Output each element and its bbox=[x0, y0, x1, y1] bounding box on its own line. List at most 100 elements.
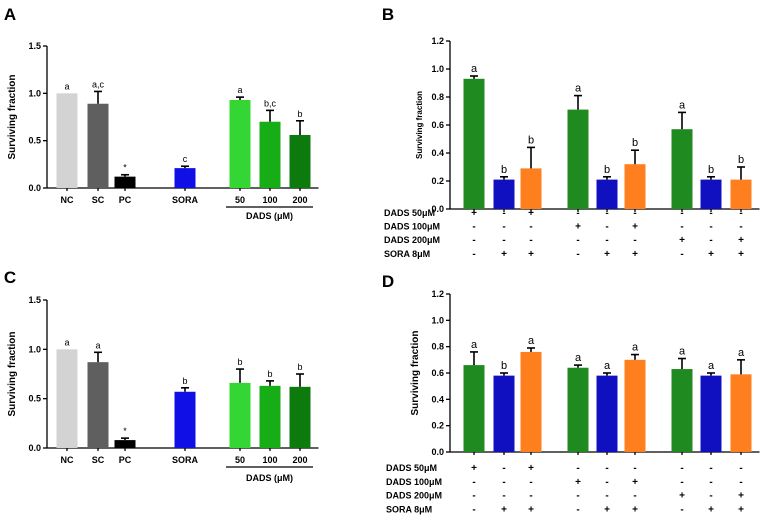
panel-c-x-tick-label: PC bbox=[119, 455, 132, 465]
panel-c-y-tick-label: 1.5 bbox=[28, 295, 41, 305]
panel-b-treatment-mark: - bbox=[472, 222, 475, 233]
panel-b-treatment-mark: - bbox=[605, 235, 608, 246]
panel-b-treatment-mark: + bbox=[738, 249, 744, 260]
panel-a-x-tick-label: PC bbox=[119, 195, 132, 205]
panel-c-significance-label: a bbox=[95, 340, 100, 350]
panel-d-bar bbox=[520, 351, 542, 452]
panel-d-treatment-mark: - bbox=[576, 463, 579, 474]
panel-d-treatment-mark: + bbox=[708, 504, 714, 515]
panel-d-bar bbox=[596, 375, 618, 452]
panel-d-treatment-mark: - bbox=[576, 491, 579, 502]
panel-d-significance-label: a bbox=[708, 360, 715, 372]
panel-d-bar bbox=[624, 359, 646, 452]
panel-d-treatment-mark: - bbox=[576, 504, 579, 515]
panel-c-significance-label: * bbox=[123, 426, 127, 436]
panel-c-x-tick-label: 200 bbox=[292, 455, 307, 465]
panel-b-significance-label: b bbox=[604, 164, 610, 176]
panel-d-bar bbox=[493, 375, 515, 452]
panel-c-significance-label: b bbox=[182, 376, 187, 386]
panel-d-treatment-mark: - bbox=[472, 477, 475, 488]
panel-d-treatment-mark: - bbox=[709, 491, 712, 502]
panel-b-y-tick-label: 1.0 bbox=[431, 64, 444, 74]
panel-d-treatment-label: DADS 100μM bbox=[386, 477, 442, 487]
panel-b-treatment-mark: - bbox=[529, 222, 532, 233]
panel-b-treatment-label: DADS 100μM bbox=[384, 222, 440, 232]
panel-c-letter: C bbox=[4, 268, 16, 287]
panel-a-bar bbox=[56, 93, 78, 188]
panel-d-significance-label: a bbox=[679, 346, 686, 358]
panel-d-y-tick-label: 0.0 bbox=[431, 447, 444, 457]
panel-d-significance-label: a bbox=[575, 352, 582, 364]
panel-d-bar bbox=[700, 375, 722, 452]
panel-b-treatment-mark: + bbox=[604, 249, 610, 260]
panel-a-y-tick-label: 0.5 bbox=[28, 136, 41, 146]
panel-b-treatment-mark: - bbox=[605, 208, 608, 219]
panel-d-treatment-mark: - bbox=[605, 491, 608, 502]
panel-a-bar bbox=[114, 176, 136, 188]
panel-b-treatment-mark: - bbox=[576, 249, 579, 260]
panel-b-treatment-mark: + bbox=[708, 249, 714, 260]
panel-d-significance-label: a bbox=[604, 360, 611, 372]
panel-a-bar bbox=[229, 99, 251, 188]
panel-b-treatment-mark: - bbox=[709, 235, 712, 246]
panel-b-significance-label: a bbox=[679, 99, 686, 111]
panel-c-x-tick-label: 50 bbox=[235, 455, 245, 465]
panel-d-treatment-mark: + bbox=[528, 463, 534, 474]
panel-b-treatment-mark: - bbox=[502, 235, 505, 246]
panel-a-significance-label: * bbox=[123, 163, 127, 173]
panel-a-significance-label: b bbox=[297, 109, 302, 119]
panel-b-treatment-mark: + bbox=[738, 235, 744, 246]
panel-a-y-tick-label: 0.0 bbox=[28, 183, 41, 193]
panel-b-treatment-mark: + bbox=[632, 249, 638, 260]
panel-d-y-tick-label: 0.6 bbox=[431, 368, 444, 378]
panel-b-significance-label: b bbox=[708, 164, 714, 176]
panel-d-bar bbox=[730, 374, 752, 452]
panel-c-bar bbox=[174, 391, 196, 448]
panel-b-treatment-mark: + bbox=[632, 222, 638, 233]
panel-c-x-tick-label: SC bbox=[92, 455, 105, 465]
panel-b-treatment-mark: - bbox=[739, 222, 742, 233]
panel-a-bar bbox=[259, 121, 281, 188]
panel-c-significance-label: b bbox=[267, 369, 272, 379]
panel-d-significance-label: a bbox=[738, 347, 745, 359]
panel-b-treatment-mark: - bbox=[472, 235, 475, 246]
panel-c-bar bbox=[114, 440, 136, 448]
panel-b-treatment-mark: - bbox=[529, 235, 532, 246]
panel-c-bar bbox=[87, 362, 109, 448]
panel-d-treatment-mark: - bbox=[633, 463, 636, 474]
panel-b-treatment-mark: - bbox=[633, 235, 636, 246]
panel-b-significance-label: a bbox=[575, 83, 582, 95]
panel-b-letter: B bbox=[382, 5, 394, 24]
panel-d-treatment-mark: + bbox=[679, 491, 685, 502]
panel-a-x-tick-label: SORA bbox=[172, 195, 199, 205]
panel-a-x-tick-label: 100 bbox=[262, 195, 277, 205]
panel-b-y-tick-label: 1.2 bbox=[431, 36, 444, 46]
panel-b-bar bbox=[520, 168, 542, 209]
panel-a-bar bbox=[289, 134, 311, 188]
panel-d-treatment-mark: + bbox=[738, 491, 744, 502]
panel-b-bar bbox=[567, 109, 589, 209]
panel-d-y-tick-label: 0.4 bbox=[431, 394, 444, 404]
panel-b-treatment-label: SORA 8μM bbox=[384, 249, 430, 259]
panel-a-y-tick-label: 1.5 bbox=[28, 41, 41, 51]
panel-b-significance-label: b bbox=[528, 134, 534, 146]
panel-a-significance-label: a bbox=[237, 85, 242, 95]
panel-b-treatment-mark: - bbox=[576, 235, 579, 246]
panel-a-y-axis-label: Surviving fraction bbox=[7, 74, 18, 159]
panel-c-y-tick-label: 0.5 bbox=[28, 394, 41, 404]
panel-a-x-tick-label: 200 bbox=[292, 195, 307, 205]
panel-d-treatment-mark: + bbox=[632, 477, 638, 488]
panel-a-x-tick-label: 50 bbox=[235, 195, 245, 205]
panel-d-bar bbox=[671, 369, 693, 452]
panel-c-significance-label: b bbox=[297, 362, 302, 372]
panel-c-y-tick-label: 0.0 bbox=[28, 443, 41, 453]
panel-d-treatment-mark: - bbox=[605, 463, 608, 474]
panel-d-treatment-mark: + bbox=[471, 463, 477, 474]
panel-a-significance-label: b,c bbox=[264, 98, 277, 108]
panel-d-treatment-mark: - bbox=[709, 477, 712, 488]
panel-d-treatment-mark: - bbox=[633, 491, 636, 502]
panel-a-significance-label: c bbox=[183, 154, 188, 164]
panel-d-treatment-mark: - bbox=[739, 463, 742, 474]
panel-b-y-tick-label: 0.4 bbox=[431, 148, 444, 158]
